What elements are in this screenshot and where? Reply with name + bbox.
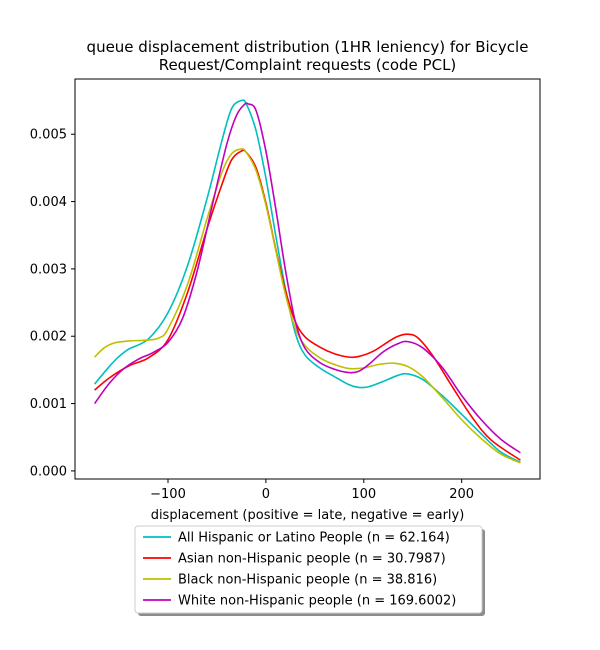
legend-label: Asian non-Hispanic people (n = 30.7987): [178, 552, 446, 567]
legend-label: Black non-Hispanic people (n = 38.816): [178, 573, 437, 588]
y-tick-label: 0.003: [30, 262, 67, 277]
x-axis-label: displacement (positive = late, negative …: [151, 508, 465, 523]
plot-frame: [74, 78, 541, 480]
chart-title-line-1: queue displacement distribution (1HR len…: [87, 38, 529, 56]
y-tick-label: 0.005: [30, 128, 67, 143]
axis-ticks: −100 0 100 200 0.000 0.001 0.002 0.003 0.004 0.00…: [30, 128, 474, 502]
series-line-3: [94, 148, 521, 464]
legend: All Hispanic or Latino People (n = 62.16…: [134, 525, 485, 616]
y-tick-label: 0.002: [30, 330, 67, 345]
chart-title-line-2: Request/Complaint requests (code PCL): [159, 56, 457, 74]
y-tick-label: 0.001: [30, 397, 67, 412]
series-lines: [93, 99, 521, 464]
legend-box: [134, 525, 483, 614]
legend-label: All Hispanic or Latino People (n = 62.16…: [178, 531, 450, 546]
x-tick-label: 0: [262, 487, 270, 502]
legend-label: White non-Hispanic people (n = 169.6002): [178, 594, 456, 609]
x-tick-label: 100: [351, 487, 376, 502]
series-line-4: [93, 102, 521, 454]
y-tick-label: 0.000: [30, 464, 67, 479]
series-line-1: [93, 99, 521, 463]
x-tick-label: −100: [150, 487, 186, 502]
y-tick-label: 0.004: [30, 195, 67, 210]
x-tick-label: 200: [449, 487, 474, 502]
